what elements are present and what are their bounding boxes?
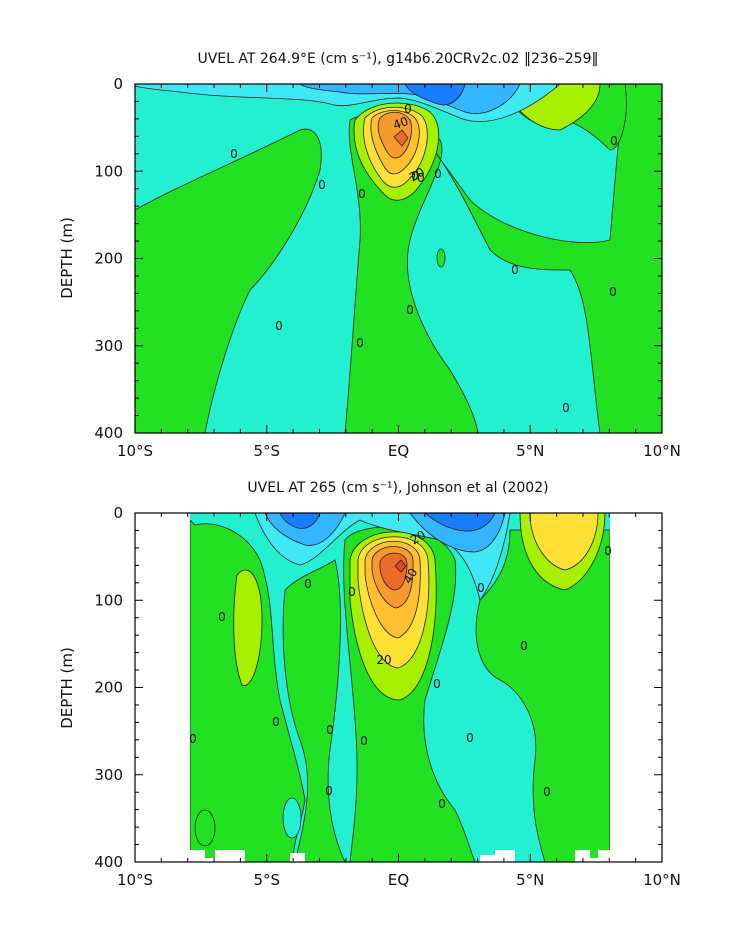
bottom-y-tick-label: 100 — [94, 591, 123, 609]
top-contour-label: 0 — [417, 171, 425, 185]
top-contour-label: 0 — [411, 169, 419, 183]
bottom-contour-label: 20 — [408, 528, 428, 548]
top-fill-midblue-surface — [299, 84, 521, 114]
top-contour-label: 0 — [610, 134, 618, 148]
bottom-contour-label: 0 — [325, 784, 333, 798]
top-euc-orange — [377, 111, 412, 159]
bottom-contour-label: 0 — [543, 785, 551, 799]
bottom-x-tick-label: 5°N — [516, 871, 544, 889]
bottom-x-tick-label: 10°N — [643, 871, 681, 889]
top-fill-green-center — [344, 114, 479, 433]
bottom-y-tick-label: 200 — [94, 679, 123, 697]
top-contour-label: 0 — [562, 401, 570, 415]
top-contour-label: 0 — [434, 167, 442, 181]
bottom-contour-label: 0 — [604, 544, 612, 558]
bottom-x-tick-label: 5°S — [253, 871, 280, 889]
top-y-tick-label: 200 — [94, 250, 123, 268]
top-panel: UVEL AT 264.9°E (cm s⁻¹), g14b6.20CRv2c.… — [58, 51, 681, 460]
bottom-fill-deepblue-east — [424, 513, 496, 532]
bottom-x-tick-label: EQ — [388, 871, 409, 889]
top-y-tick-label: 300 — [94, 337, 123, 355]
bottom-chart-title: UVEL AT 265 (cm s⁻¹), Johnson et al (200… — [247, 480, 548, 496]
bottom-y-tick-label: 0 — [113, 504, 123, 522]
top-contour-label: 0 — [358, 187, 366, 201]
bottom-contour-label: 0 — [218, 610, 226, 624]
top-contour-label: 0 — [406, 303, 414, 317]
top-x-tick-label: 10°N — [643, 442, 681, 460]
bottom-y-axis-label: DEPTH (m) — [58, 647, 76, 729]
top-fill-green-east — [429, 84, 662, 433]
bottom-contour-label: 0 — [360, 734, 368, 748]
top-contour-label: 0 — [609, 285, 617, 299]
bottom-fill-green-mid — [282, 559, 346, 862]
bottom-contour-label: 0 — [348, 585, 356, 599]
top-y-axis-label: DEPTH (m) — [58, 217, 76, 299]
top-contour-label: 0 — [404, 102, 412, 116]
bottom-contour-field — [190, 513, 610, 862]
top-small-eddy — [436, 248, 446, 268]
bottom-panel: UVEL AT 265 (cm s⁻¹), Johnson et al (200… — [58, 480, 681, 889]
bottom-contour-label: 0 — [477, 581, 485, 595]
bottom-contour-label: 0 — [326, 723, 334, 737]
bottom-fill-deepblue-west — [279, 513, 321, 529]
bottom-x-tick-label: 10°S — [117, 871, 153, 889]
bottom-y-tick-label: 300 — [94, 766, 123, 784]
top-contour-label: 0 — [275, 319, 283, 333]
bottom-contour-label: 0 — [433, 677, 441, 691]
bottom-fill-lime-west — [233, 569, 263, 686]
bottom-contour-label: 0 — [520, 639, 528, 653]
top-contour-label: 40 — [391, 114, 410, 132]
bottom-contour-label: 40 — [401, 566, 421, 586]
top-y-tick-label: 100 — [94, 162, 123, 180]
bottom-fill-yellow-ne — [529, 513, 599, 571]
top-contour-label: 0 — [356, 336, 364, 350]
bottom-euc-core — [394, 559, 407, 573]
top-contour-field — [135, 84, 662, 433]
top-y-tick-label: 400 — [94, 424, 123, 442]
top-contour-label: 0 — [318, 178, 326, 192]
top-contour-label: 20 — [407, 165, 427, 185]
bottom-data-gap — [190, 850, 610, 862]
bottom-contour-label: 0 — [438, 797, 446, 811]
bottom-eddy-2 — [282, 797, 302, 839]
top-contour-label: 0 — [511, 263, 519, 277]
bottom-y-tick-label: 400 — [94, 853, 123, 871]
top-x-tick-label: 10°S — [117, 442, 153, 460]
top-x-tick-label: EQ — [388, 442, 409, 460]
top-chart-title: UVEL AT 264.9°E (cm s⁻¹), g14b6.20CRv2c.… — [197, 51, 598, 67]
bottom-contour-label: 0 — [189, 732, 197, 746]
bottom-contour-label: 0 — [466, 731, 474, 745]
bottom-contour-label: 0 — [304, 577, 312, 591]
top-euc-core — [393, 129, 409, 147]
bottom-eddy-1 — [194, 809, 216, 847]
bottom-contour-label: 20 — [376, 653, 391, 667]
top-contour-label: 0 — [230, 147, 238, 161]
bottom-fill-midblue-west — [264, 513, 346, 546]
top-y-tick-label: 0 — [113, 75, 123, 93]
top-x-tick-label: 5°S — [253, 442, 280, 460]
bottom-contour-label: 0 — [272, 715, 280, 729]
top-fill-green-west — [135, 128, 322, 433]
bottom-contour-labels: 0 0 0 0 0 0 0 0 0 0 0 0 0 0 0 40 20 20 — [189, 528, 612, 811]
top-fill-deepblue-surface — [404, 84, 466, 106]
top-x-tick-label: 5°N — [516, 442, 544, 460]
bottom-fill-green-east — [475, 529, 610, 862]
